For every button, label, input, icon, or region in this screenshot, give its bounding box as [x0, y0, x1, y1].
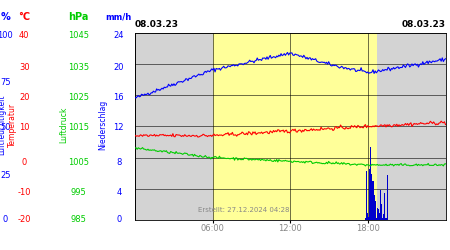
- Text: 08.03.23: 08.03.23: [135, 20, 179, 29]
- Bar: [386, 218, 387, 220]
- Text: %: %: [0, 12, 10, 22]
- Bar: [379, 213, 380, 220]
- Bar: [212, 32, 377, 220]
- Bar: [371, 174, 373, 220]
- Text: Luftdruck: Luftdruck: [59, 107, 68, 143]
- Text: 24: 24: [113, 30, 124, 40]
- Bar: [383, 214, 384, 220]
- Text: 08.03.23: 08.03.23: [401, 20, 446, 29]
- Text: 40: 40: [19, 30, 30, 40]
- Text: 1015: 1015: [68, 123, 89, 132]
- Bar: [377, 32, 446, 220]
- Bar: [368, 217, 369, 220]
- Text: Luftfeuchtigkeit: Luftfeuchtigkeit: [0, 95, 6, 155]
- Bar: [381, 204, 382, 220]
- Text: 25: 25: [0, 170, 11, 179]
- Text: 0: 0: [22, 158, 27, 167]
- Text: 75: 75: [0, 78, 11, 87]
- Bar: [384, 193, 386, 220]
- Text: 8: 8: [116, 158, 122, 167]
- Bar: [365, 218, 366, 220]
- Bar: [378, 209, 379, 220]
- Text: 100: 100: [0, 30, 14, 40]
- Text: 0: 0: [3, 216, 8, 224]
- Bar: [366, 171, 367, 220]
- Text: 50: 50: [0, 123, 11, 132]
- Text: 1005: 1005: [68, 158, 89, 167]
- Bar: [369, 168, 370, 220]
- Text: 0: 0: [116, 216, 122, 224]
- Bar: [377, 208, 378, 220]
- Text: -20: -20: [18, 216, 31, 224]
- Text: Niederschlag: Niederschlag: [98, 100, 107, 150]
- Text: mm/h: mm/h: [106, 13, 132, 22]
- Bar: [135, 32, 212, 220]
- Text: 20: 20: [19, 93, 30, 102]
- Bar: [374, 195, 375, 220]
- Text: 1045: 1045: [68, 30, 89, 40]
- Text: 1035: 1035: [68, 63, 89, 72]
- Bar: [380, 190, 381, 220]
- Text: -10: -10: [18, 188, 31, 197]
- Text: 16: 16: [113, 93, 124, 102]
- Text: 30: 30: [19, 63, 30, 72]
- Text: 10: 10: [19, 123, 30, 132]
- Bar: [375, 201, 376, 220]
- Text: 995: 995: [70, 188, 86, 197]
- Text: 12: 12: [113, 123, 124, 132]
- Bar: [370, 147, 371, 220]
- Text: hPa: hPa: [68, 12, 89, 22]
- Bar: [376, 218, 377, 220]
- Text: 4: 4: [116, 188, 122, 197]
- Bar: [367, 213, 368, 220]
- Text: Temperatur: Temperatur: [8, 103, 17, 147]
- Text: Erstellt: 27.12.2024 04:28: Erstellt: 27.12.2024 04:28: [198, 206, 289, 212]
- Text: 20: 20: [113, 63, 124, 72]
- Text: 985: 985: [70, 216, 86, 224]
- Text: 1025: 1025: [68, 93, 89, 102]
- Bar: [382, 218, 383, 220]
- Text: °C: °C: [18, 12, 30, 22]
